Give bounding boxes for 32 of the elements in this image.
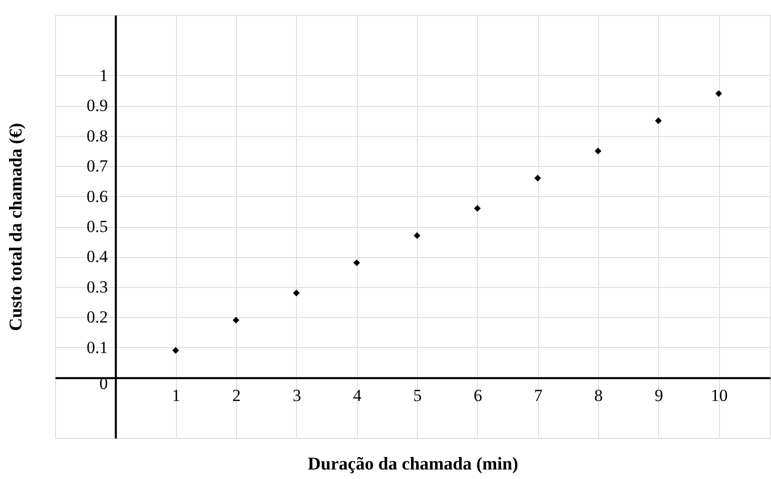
x-tick-label: 4 (352, 386, 362, 406)
y-tick-label: 0.4 (86, 247, 108, 266)
y-tick-label: 0.1 (86, 338, 108, 357)
y-tick-label: 0.9 (86, 96, 108, 116)
y-tick-label: 0.7 (86, 156, 108, 176)
x-tick-label: 7 (534, 386, 543, 406)
point (715, 90, 722, 97)
point (414, 232, 420, 239)
y-tick-label: 0.2 (86, 308, 108, 327)
y-tick-label: 0.3 (86, 277, 108, 296)
x-tick-label: 1 (172, 386, 180, 406)
x-tick-label: 10 (710, 386, 728, 406)
y-axis-title: Custo total da chamada (€) (6, 122, 26, 332)
x-tick-label: 2 (232, 386, 241, 406)
point (172, 347, 180, 354)
x-tick-label: 8 (594, 386, 603, 406)
x-tick-label: 5 (413, 386, 422, 406)
point (292, 290, 300, 296)
y-tick-label: 1 (99, 66, 108, 85)
x-tick-label: 9 (654, 386, 664, 406)
y-tick-label: 0.8 (86, 126, 108, 146)
x-axis-title: Duração da chamada (min) (308, 454, 518, 474)
point (534, 174, 542, 182)
x-tick-label: 3 (292, 386, 302, 406)
point (474, 205, 481, 212)
point (353, 259, 360, 266)
point (594, 148, 602, 154)
x-tick-label: 6 (474, 386, 482, 406)
y-tick-label: 0.5 (86, 217, 108, 236)
point (232, 316, 240, 324)
point (655, 117, 662, 124)
y-tick-label: 0.6 (86, 186, 108, 206)
